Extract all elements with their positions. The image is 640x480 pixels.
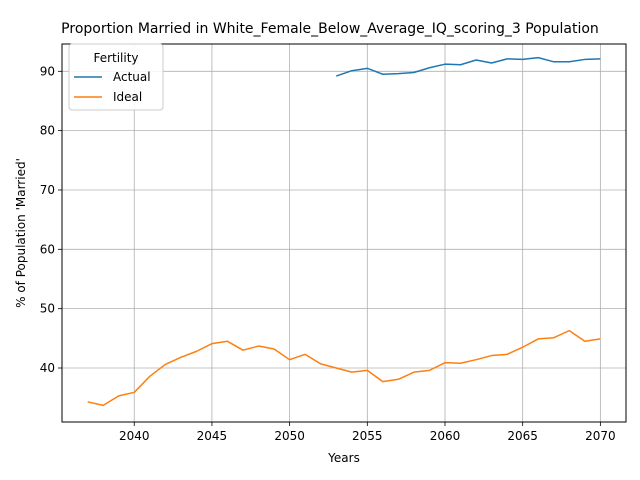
x-tick-label: 2040 [119, 429, 150, 443]
series-lines [87, 56, 601, 407]
x-tick-label: 2070 [585, 429, 616, 443]
x-tick-label: 2045 [197, 429, 228, 443]
y-axis-label: % of Population 'Married' [14, 158, 28, 308]
y-tick-label: 90 [40, 64, 55, 78]
y-tick-label: 80 [40, 124, 55, 138]
x-tick-label: 2055 [352, 429, 383, 443]
x-axis-ticks: 2040 2045 2050 2055 2060 2065 2070 [119, 422, 616, 443]
y-tick-label: 60 [40, 242, 55, 256]
y-axis-ticks: 40 50 60 70 80 90 [40, 64, 62, 375]
legend: Fertility Actual Ideal [68, 43, 164, 111]
grid-lines [62, 44, 626, 422]
y-tick-label: 50 [40, 302, 55, 316]
y-tick-label: 70 [40, 183, 55, 197]
y-tick-label: 40 [40, 361, 55, 375]
x-tick-label: 2065 [507, 429, 538, 443]
x-tick-label: 2060 [430, 429, 461, 443]
series-line-ideal [87, 329, 601, 407]
x-tick-label: 2050 [274, 429, 305, 443]
legend-label-actual: Actual [113, 70, 151, 84]
chart-title: Proportion Married in White_Female_Below… [61, 21, 599, 37]
legend-box [68, 43, 164, 111]
plot-frame [61, 43, 627, 423]
legend-label-ideal: Ideal [113, 90, 142, 104]
series-line-actual [335, 56, 601, 77]
legend-title: Fertility [93, 51, 138, 65]
x-axis-label: Years [327, 451, 360, 465]
